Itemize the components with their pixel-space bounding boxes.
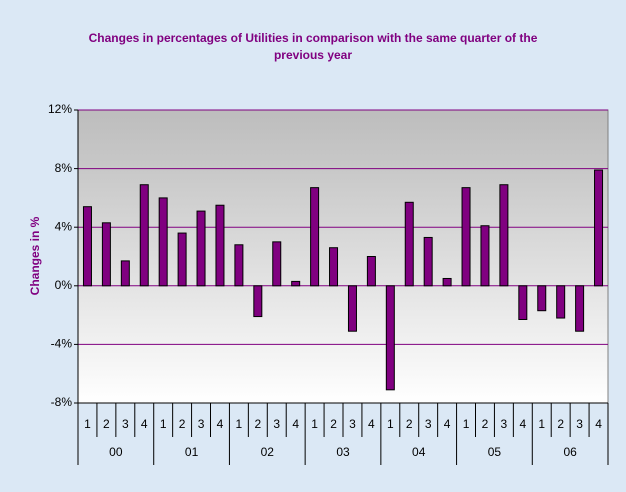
bar: [82, 206, 92, 287]
x-tick-label: 2: [103, 417, 110, 431]
y-axis-title: Changes in %: [28, 216, 42, 295]
bar: [404, 201, 414, 287]
x-tick-label: 3: [425, 417, 432, 431]
x-tick-label: 4: [217, 417, 224, 431]
bar: [442, 277, 452, 287]
x-tick-label: 2: [254, 417, 261, 431]
bar: [480, 225, 490, 287]
x-tick-label: 1: [160, 417, 167, 431]
x-tick-label: 3: [576, 417, 583, 431]
x-tick-label: 1: [387, 417, 394, 431]
bar: [196, 210, 206, 287]
x-tick-label: 1: [236, 417, 243, 431]
bar: [120, 260, 130, 287]
y-tick-label: 4%: [55, 219, 73, 233]
bar: [253, 285, 263, 318]
bar: [537, 285, 547, 312]
group-label: 05: [488, 445, 502, 459]
group-label: 00: [109, 445, 123, 459]
x-tick-label: 2: [482, 417, 489, 431]
bar: [461, 187, 471, 287]
bar: [291, 280, 301, 287]
group-label: 06: [563, 445, 577, 459]
bar: [575, 285, 585, 332]
bar: [139, 184, 149, 287]
x-tick-label: 3: [273, 417, 280, 431]
bar: [347, 285, 357, 332]
bar: [234, 244, 244, 287]
x-tick-label: 1: [84, 417, 91, 431]
x-tick-label: 1: [311, 417, 318, 431]
x-tick-label: 3: [349, 417, 356, 431]
bar: [272, 241, 282, 287]
y-tick-label: 12%: [48, 102, 72, 116]
x-tick-label: 1: [538, 417, 545, 431]
group-label: 03: [336, 445, 350, 459]
plot-area: [77, 109, 609, 404]
bar: [329, 247, 339, 287]
x-tick-label: 2: [179, 417, 186, 431]
bar: [158, 197, 168, 287]
bar: [215, 204, 225, 287]
x-tick-label: 4: [444, 417, 451, 431]
y-tick-label: 8%: [55, 161, 73, 175]
x-tick-label: 4: [595, 417, 602, 431]
group-label: 01: [185, 445, 199, 459]
chart-title: Changes in percentages of Utilities in c…: [88, 31, 538, 62]
bar: [518, 285, 528, 320]
bar: [101, 222, 111, 287]
x-tick-label: 4: [368, 417, 375, 431]
bar: [177, 232, 187, 287]
x-tick-label: 3: [198, 417, 205, 431]
x-tick-label: 3: [122, 417, 129, 431]
bar: [366, 256, 376, 287]
x-tick-label: 4: [292, 417, 299, 431]
x-tick-label: 4: [141, 417, 148, 431]
y-tick-label: -4%: [51, 337, 73, 351]
bar: [385, 285, 395, 391]
bar: [594, 169, 604, 287]
bar: [556, 285, 566, 319]
x-tick-label: 2: [330, 417, 337, 431]
group-label: 02: [261, 445, 275, 459]
x-tick-label: 4: [519, 417, 526, 431]
y-tick-label: 0%: [55, 278, 73, 292]
y-tick-label: -8%: [51, 395, 73, 409]
bar: [499, 184, 509, 287]
x-tick-label: 3: [501, 417, 508, 431]
x-tick-label: 2: [557, 417, 564, 431]
bar: [423, 236, 433, 287]
x-tick-label: 1: [463, 417, 470, 431]
x-tick-label: 2: [406, 417, 413, 431]
group-label: 04: [412, 445, 426, 459]
bar: [310, 187, 320, 287]
